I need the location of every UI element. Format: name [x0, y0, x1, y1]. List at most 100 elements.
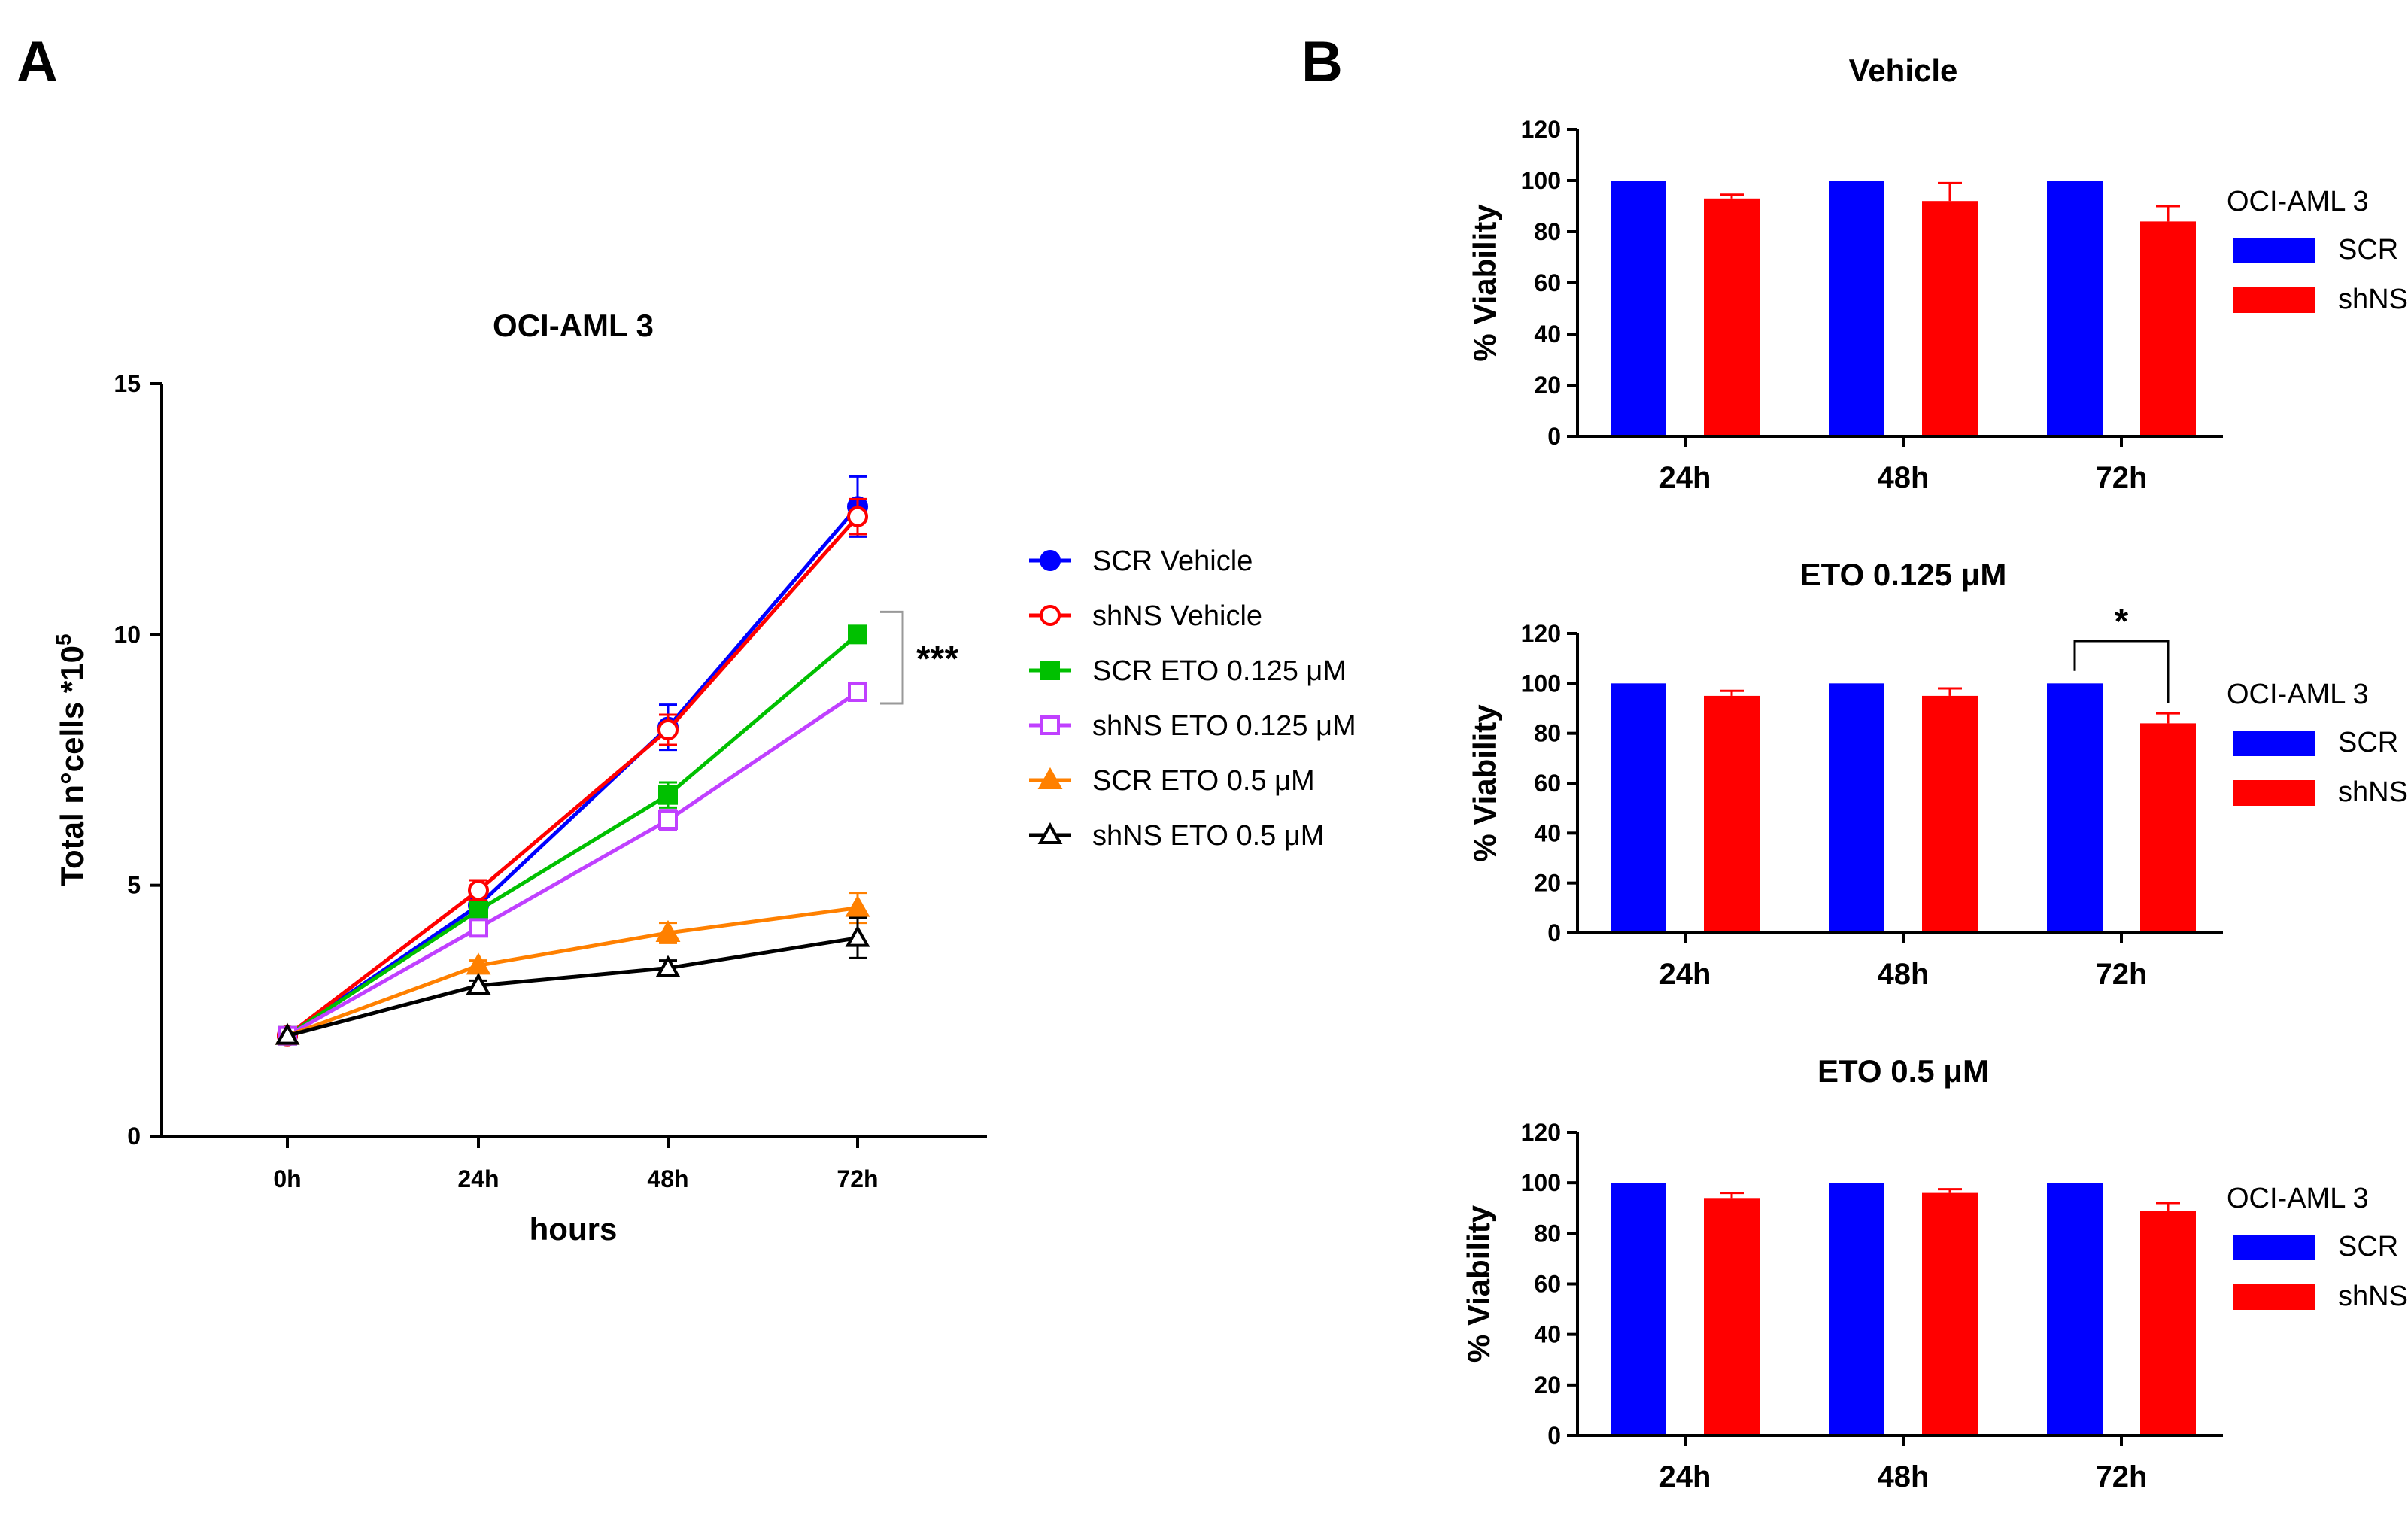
legend-item-scr-eto-0-125-m: SCR ETO 0.125 μM [1029, 655, 1347, 687]
x-tick-label: 48h [647, 1165, 688, 1192]
legend-item-shns: shNS [2233, 776, 2408, 808]
legend-item-shns: shNS [2233, 1281, 2408, 1312]
bar [2047, 1183, 2103, 1435]
bar [2140, 723, 2196, 933]
data-point [847, 506, 868, 527]
y-tick-label: 60 [1534, 770, 1561, 797]
legend-item-scr: SCR [2233, 1231, 2398, 1262]
legend-marker [1040, 715, 1060, 735]
y-tick-label: 20 [1534, 372, 1561, 399]
series-shns [1704, 1188, 2196, 1435]
series-shns [1704, 687, 2196, 933]
legend-item-scr-vehicle: SCR Vehicle [1029, 545, 1253, 577]
y-tick-label: 40 [1534, 819, 1561, 846]
legend-marker [1040, 605, 1061, 626]
legend-item-shns: shNS [2233, 284, 2408, 315]
significance-bracket [880, 610, 904, 705]
x-tick-label: 24h [1659, 461, 1711, 494]
legend-marker [1037, 822, 1063, 844]
legend: SCR Vehicle shNS Vehicle SCR ETO 0.125 μM s… [1029, 545, 1356, 852]
legend-swatch [2233, 731, 2315, 756]
y-tick-label: 120 [1521, 116, 1561, 143]
y-tick-label: 15 [114, 370, 141, 397]
bar [1611, 683, 1666, 933]
legend-label: shNS Vehicle [1092, 600, 1262, 632]
y-tick-label: 100 [1521, 1169, 1561, 1196]
x-tick-label: 72h [2096, 958, 2148, 991]
legend-swatch [2233, 238, 2315, 263]
legend-marker [1037, 767, 1063, 789]
data-point [468, 880, 489, 901]
x-tick-label: 72h [2096, 1460, 2148, 1493]
data-point [848, 624, 867, 645]
legend-label: SCR ETO 0.125 μM [1092, 655, 1347, 687]
legend-label: shNS [2338, 284, 2408, 315]
y-tick-label: 40 [1534, 321, 1561, 348]
y-tick-label: 20 [1534, 1372, 1561, 1399]
y-tick-label: 80 [1534, 720, 1561, 747]
x-tick-label: 24h [1659, 1460, 1711, 1493]
legend-swatch [2233, 1284, 2315, 1310]
legend-title: OCI-AML 3 [2227, 186, 2369, 217]
y-tick-label: 120 [1521, 1119, 1561, 1146]
series-line [286, 515, 859, 1038]
y-axis-title: Total n°cells *105 [52, 633, 90, 886]
bar [1704, 198, 1760, 436]
line-chart-oci-aml3: OCI-AML 3 0 5 10 15 0h 24h 48h 72h hours Total n°c… [52, 308, 1356, 1247]
series-shns [1704, 181, 2196, 436]
chart-title: Vehicle [1849, 53, 1958, 88]
legend-item-shns-eto-0-5-m: shNS ETO 0.5 μM [1029, 820, 1324, 852]
data-point [657, 719, 679, 740]
legend-title: OCI-AML 3 [2227, 1183, 2369, 1214]
legend: OCI-AML 3 SCR shNS [2227, 1183, 2408, 1312]
bar [1922, 1192, 1978, 1435]
legend-item-scr: SCR [2233, 234, 2398, 266]
bar [1611, 1183, 1666, 1435]
legend-item-scr: SCR [2233, 727, 2398, 758]
y-axis-title: % Viability [1461, 1205, 1496, 1363]
chart-title: OCI-AML 3 [493, 308, 654, 343]
legend-item-scr-eto-0-5-m: SCR ETO 0.5 μM [1029, 765, 1315, 797]
y-tick-label: 60 [1534, 1271, 1561, 1298]
bar [2140, 221, 2196, 436]
series-scr [1611, 683, 2103, 933]
legend-label: shNS ETO 0.5 μM [1092, 820, 1324, 852]
bar [1611, 181, 1666, 436]
panel-label-a: A [17, 30, 58, 94]
series-scr-vehicle [277, 475, 868, 1047]
data-point [275, 1022, 300, 1045]
legend-item-shns-eto-0-125-m: shNS ETO 0.125 μM [1029, 710, 1356, 742]
series-shns-eto-0-5-m [275, 916, 870, 1045]
significance-marker: *** [916, 640, 958, 679]
bar [2047, 181, 2103, 436]
y-tick-label: 80 [1534, 1220, 1561, 1247]
legend-swatch [2233, 1235, 2315, 1260]
bar-chart-eto-05: ETO 0.5 μM 0 20 40 60 80 100 120 24h 48h 72h % Viab… [1461, 1053, 2408, 1493]
y-tick-label: 0 [127, 1123, 141, 1150]
y-tick-label: 100 [1521, 670, 1561, 697]
y-tick-label: 60 [1534, 269, 1561, 296]
y-tick-label: 5 [127, 872, 141, 899]
x-axis-title: hours [530, 1211, 618, 1247]
x-tick-label: 48h [1878, 1460, 1930, 1493]
bar [1829, 181, 1884, 436]
y-tick-label: 20 [1534, 870, 1561, 897]
series-shns-eto-0-125-m [278, 682, 867, 1046]
x-tick-label: 0h [273, 1165, 301, 1192]
legend-swatch [2233, 780, 2315, 806]
series-line [286, 633, 859, 1038]
bar [1922, 201, 1978, 436]
legend-label: SCR [2338, 1231, 2398, 1262]
legend: OCI-AML 3 SCR shNS [2227, 679, 2408, 808]
series-scr-eto-0-5-m [275, 892, 870, 1045]
legend-marker [1040, 550, 1061, 571]
y-axis-title-superscript: 5 [52, 633, 75, 646]
chart-title: ETO 0.125 μM [1800, 557, 2007, 592]
data-point [845, 895, 870, 917]
data-point [655, 919, 681, 942]
legend-label: SCR [2338, 234, 2398, 266]
data-point [466, 972, 491, 995]
y-tick-label: 40 [1534, 1321, 1561, 1348]
series-line [286, 690, 859, 1038]
